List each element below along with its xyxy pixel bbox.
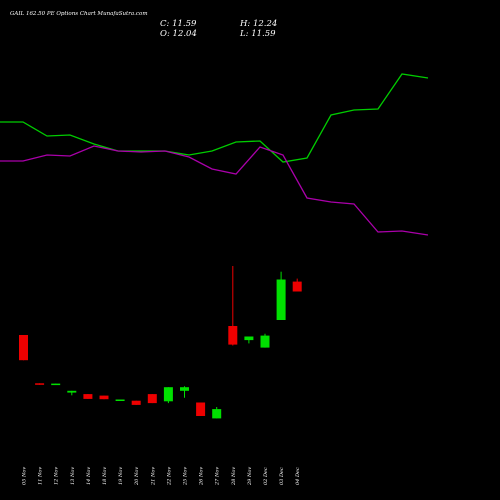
candle: [99, 395, 109, 400]
candle-body-up: [212, 409, 222, 419]
x-tick-label: 21 Nov: [150, 467, 156, 486]
x-tick-label: 28 Nov: [231, 467, 237, 486]
candle-body-up: [260, 335, 270, 348]
candle-body-down: [228, 326, 238, 345]
candle: [83, 394, 93, 399]
candle: [292, 278, 302, 292]
x-tick-label: 14 Nov: [86, 467, 92, 485]
chart-title: GAIL 162.50 PE Options Chart MunafaSutra…: [10, 11, 148, 17]
candle-body-up: [67, 390, 77, 393]
candle-body-down: [19, 335, 28, 361]
candle-body-down: [35, 383, 45, 385]
x-tick-label: 27 Nov: [215, 467, 221, 486]
x-tick-label: 26 Nov: [199, 467, 205, 486]
candle: [115, 399, 125, 401]
candle-body-up: [51, 383, 61, 386]
candle: [212, 407, 222, 419]
candle: [67, 390, 77, 396]
x-tick-label: 03 Dec: [279, 467, 285, 485]
x-tick-label: 20 Nov: [134, 467, 140, 486]
x-tick-label: 18 Nov: [102, 467, 108, 485]
candle-body-up: [244, 336, 254, 341]
candle: [163, 387, 173, 404]
candle-body-up: [115, 399, 125, 401]
candle-body-down: [292, 281, 302, 292]
candle: [244, 336, 254, 344]
candle-body-down: [147, 394, 157, 404]
candle: [35, 383, 45, 385]
candle-body-down: [196, 402, 206, 416]
candle-body-up: [276, 279, 286, 320]
x-tick-label: 11 Nov: [38, 467, 44, 485]
upper-line: [0, 73, 429, 163]
candle-body-down: [83, 394, 93, 399]
indicator-lines: [0, 73, 429, 236]
candlestick-series: [19, 266, 302, 419]
candle: [131, 400, 141, 405]
candle: [147, 394, 157, 404]
candle-body-up: [180, 387, 189, 391]
open-label: O: 12.04: [160, 29, 197, 39]
x-tick-label: 02 Dec: [263, 467, 269, 485]
x-tick-label: 05 Nov: [22, 467, 28, 485]
x-tick-label: 22 Nov: [166, 467, 172, 486]
x-tick-label: 25 Nov: [183, 467, 189, 486]
x-tick-label: 13 Nov: [70, 467, 76, 485]
candle: [180, 386, 189, 398]
candle: [51, 383, 61, 386]
x-tick-label: 04 Dec: [295, 467, 301, 485]
x-axis-labels: 05 Nov 11 Nov 12 Nov 13 Nov 14 Nov 18 Nov 19 N…: [22, 467, 302, 486]
candle-body-down: [99, 395, 109, 400]
high-label: H: 12.24: [239, 19, 277, 29]
low-label: L: 11.59: [239, 29, 276, 39]
candle-body-down: [131, 400, 141, 405]
x-tick-label: 19 Nov: [118, 467, 124, 485]
x-tick-label: 12 Nov: [54, 467, 60, 485]
candle-body-up: [163, 387, 173, 402]
x-tick-label: 29 Nov: [247, 467, 253, 486]
close-label: C: 11.59: [160, 19, 197, 29]
candle: [276, 271, 286, 320]
lower-line: [0, 145, 429, 236]
candle: [196, 402, 206, 416]
candle: [260, 333, 270, 348]
candle: [19, 335, 28, 361]
candle: [228, 266, 238, 346]
